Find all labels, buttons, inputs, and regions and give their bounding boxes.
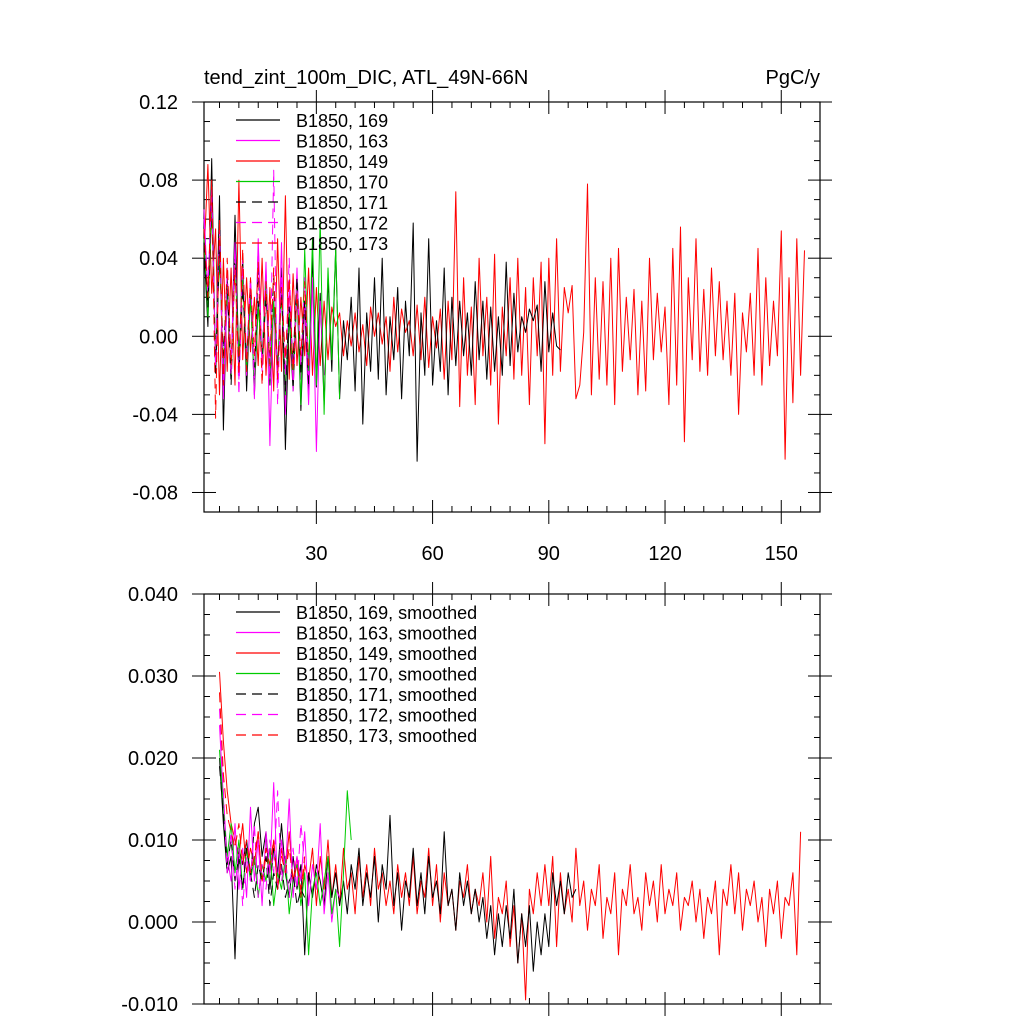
y-tick-label: -0.010 xyxy=(121,994,178,1016)
legend-label: B1850, 163, smoothed xyxy=(296,624,477,644)
series-line-6 xyxy=(219,692,306,890)
legend-label: B1850, 169 xyxy=(296,111,388,131)
x-tick-label: 120 xyxy=(648,543,681,565)
series-line-6 xyxy=(203,179,310,419)
y-tick-label: 0.000 xyxy=(128,912,178,934)
x-tick-label: 90 xyxy=(538,543,560,565)
legend-label: B1850, 163 xyxy=(296,132,388,152)
series-line-5 xyxy=(219,708,306,907)
top-panel: tend_zint_100m_DIC, ATL_49N-66N PgC/y 30… xyxy=(132,67,832,565)
legend-label: B1850, 170, smoothed xyxy=(296,665,477,685)
top-chart-title: tend_zint_100m_DIC, ATL_49N-66N xyxy=(204,67,528,89)
top-series-group xyxy=(203,158,805,462)
y-tick-label: 0.030 xyxy=(128,666,178,688)
legend-label: B1850, 171 xyxy=(296,193,388,213)
y-tick-label: 0.040 xyxy=(128,584,178,606)
series-line-0 xyxy=(219,757,577,972)
y-tick-label: 0.00 xyxy=(139,326,178,348)
x-tick-label: 30 xyxy=(305,543,327,565)
y-tick-label: 0.020 xyxy=(128,748,178,770)
y-tick-label: 0.010 xyxy=(128,830,178,852)
legend-label: B1850, 149, smoothed xyxy=(296,644,477,664)
legend-label: B1850, 171, smoothed xyxy=(296,685,477,705)
bottom-series-group xyxy=(219,671,802,1001)
y-tick-label: 0.08 xyxy=(139,170,178,192)
top-plot-frame xyxy=(203,101,821,513)
bottom-axis-ticks: -0.010 0.000 0.010 0.020 0.030 0.040 xyxy=(121,582,832,1016)
legend-label: B1850, 170 xyxy=(296,173,388,193)
series-line-1 xyxy=(219,725,341,923)
y-tick-label: 0.04 xyxy=(139,248,178,270)
x-tick-label: 150 xyxy=(765,543,798,565)
legend-label: B1850, 149 xyxy=(296,152,388,172)
x-tick-label: 60 xyxy=(421,543,443,565)
legend-label: B1850, 172 xyxy=(296,214,388,234)
top-chart-units: PgC/y xyxy=(766,67,820,89)
series-line-3 xyxy=(203,208,341,415)
top-axis-ticks: 30 60 90 120 150 -0.08 -0.04 0.00 0.04 0.08 0.12 xyxy=(132,90,832,565)
y-tick-label: 0.12 xyxy=(139,92,178,114)
legend-label: B1850, 169, smoothed xyxy=(296,603,477,623)
legend-label: B1850, 173, smoothed xyxy=(296,726,477,746)
y-tick-label: -0.04 xyxy=(132,404,178,426)
legend-label: B1850, 172, smoothed xyxy=(296,706,477,726)
series-line-2 xyxy=(219,671,802,1001)
legend-label: B1850, 173 xyxy=(296,234,388,254)
bottom-panel: -0.010 0.000 0.010 0.020 0.030 0.040 B1850, 1… xyxy=(121,582,832,1016)
y-tick-label: -0.08 xyxy=(132,482,178,504)
